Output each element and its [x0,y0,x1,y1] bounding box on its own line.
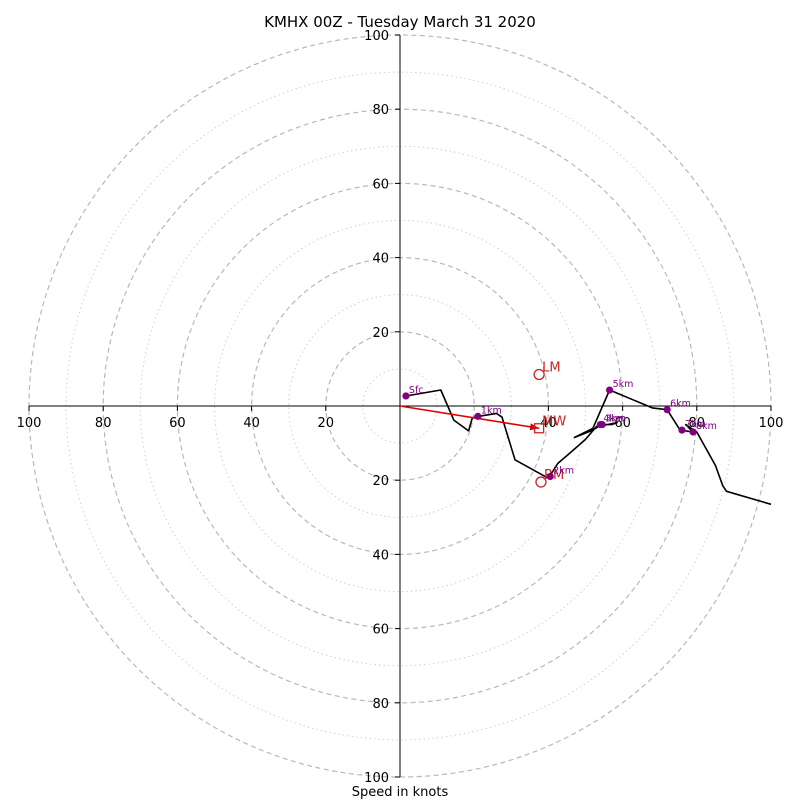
x-tick-label: 100 [759,416,784,431]
x-tick-label: 100 [17,416,42,431]
y-tick-label: 80 [372,103,389,118]
x-tick-label: 60 [169,416,186,431]
x-tick-label: 80 [689,416,706,431]
y-tick-label: 60 [372,177,389,192]
y-tick-label: 100 [364,771,389,786]
level-point [663,406,671,414]
shear-vector [399,405,540,430]
level-label: 4km [603,414,624,425]
level-label: 6km [670,399,691,410]
mean-wind-marker [533,423,545,434]
x-tick-label: 20 [318,416,335,431]
x-tick-label: 80 [95,416,112,431]
marker-label: MW [542,414,566,429]
y-tick-label: 100 [364,29,389,44]
level-label: 8km [696,421,717,432]
tick-labels: 100 80 60 40 20 40 60 80 10010080604020204060801… [17,29,784,786]
rm-storm-motion-marker [535,476,547,488]
chart-title: KMHX 00Z - Tuesday March 31 2020 [264,13,536,31]
y-tick-label: 20 [372,474,389,489]
y-tick-label: 40 [372,548,389,563]
level-point [546,472,554,481]
y-tick-label: 80 [372,697,389,712]
lm-storm-motion-marker [533,368,545,381]
x-tick-label: 40 [243,416,260,431]
level-label: 1km [481,405,502,416]
x-tick-label: 60 [614,416,631,431]
level-label: 7km [685,419,706,430]
level-label: 2km [553,465,574,476]
x-axis-label: Speed in knots [352,785,449,800]
level-point [596,420,604,429]
level-label: 3km [605,414,626,425]
level-point [689,428,697,436]
marker-label: LM [542,360,560,375]
level-point [678,426,686,434]
level-label: Sfc [409,385,424,396]
level-label: 5km [613,379,634,390]
y-tick-label: 40 [372,252,389,267]
y-tick-label: 20 [372,326,389,341]
level-point [474,412,482,420]
hodograph-trace [405,389,772,506]
level-point [606,386,614,394]
level-point [402,392,410,400]
y-tick-label: 60 [372,623,389,638]
